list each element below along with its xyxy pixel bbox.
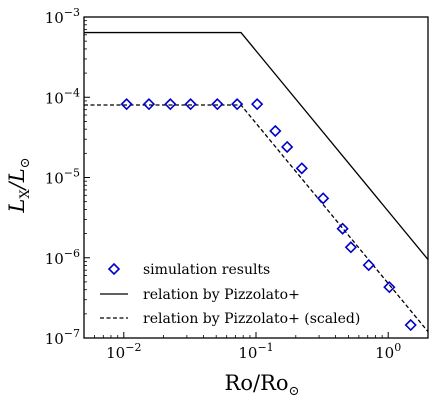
simulation-point	[120, 98, 133, 111]
y-tick-label: 10−4	[45, 86, 80, 107]
legend-label-simulation: simulation results	[143, 262, 270, 278]
simulation-point	[383, 281, 396, 294]
simulation-point	[295, 162, 308, 175]
y-tick-label: 10−3	[45, 6, 80, 27]
simulation-point	[281, 140, 294, 154]
simulation-point	[184, 98, 197, 111]
legend-label-pizzolato-scaled: relation by Pizzolato+ (scaled)	[143, 311, 360, 327]
legend: simulation results relation by Pizzolato…	[100, 262, 360, 327]
plot-area	[84, 31, 428, 333]
x-tick-label: 10−2	[106, 341, 141, 362]
series-line-pizzolato	[84, 31, 428, 260]
y-tick-label: 10−7	[45, 327, 80, 348]
simulation-point	[251, 98, 264, 111]
x-tick-label: 10−1	[238, 341, 273, 362]
simulation-point	[336, 222, 349, 235]
simulation-point	[362, 258, 375, 272]
simulation-point	[164, 98, 177, 111]
simulation-point	[211, 98, 224, 111]
simulation-point	[404, 318, 417, 332]
simulation-point	[231, 98, 244, 111]
legend-label-pizzolato: relation by Pizzolato+	[143, 287, 300, 303]
simulation-point	[344, 241, 358, 254]
y-axis-title: LX/L⊙	[5, 157, 33, 213]
y-tick-label: 10−6	[45, 247, 80, 268]
simulation-point	[317, 192, 330, 205]
simulation-point	[269, 124, 282, 138]
legend-marker-simulation	[107, 262, 121, 276]
x-axis-title: Ro/Ro⊙	[225, 371, 300, 399]
y-tick-label: 10−5	[45, 167, 80, 188]
x-tick-label: 100	[375, 341, 401, 362]
simulation-point	[142, 98, 156, 111]
axis-ticks: 10−2 10−1 100 10−7 10−6 10−5 10−4 10−3	[45, 6, 402, 362]
